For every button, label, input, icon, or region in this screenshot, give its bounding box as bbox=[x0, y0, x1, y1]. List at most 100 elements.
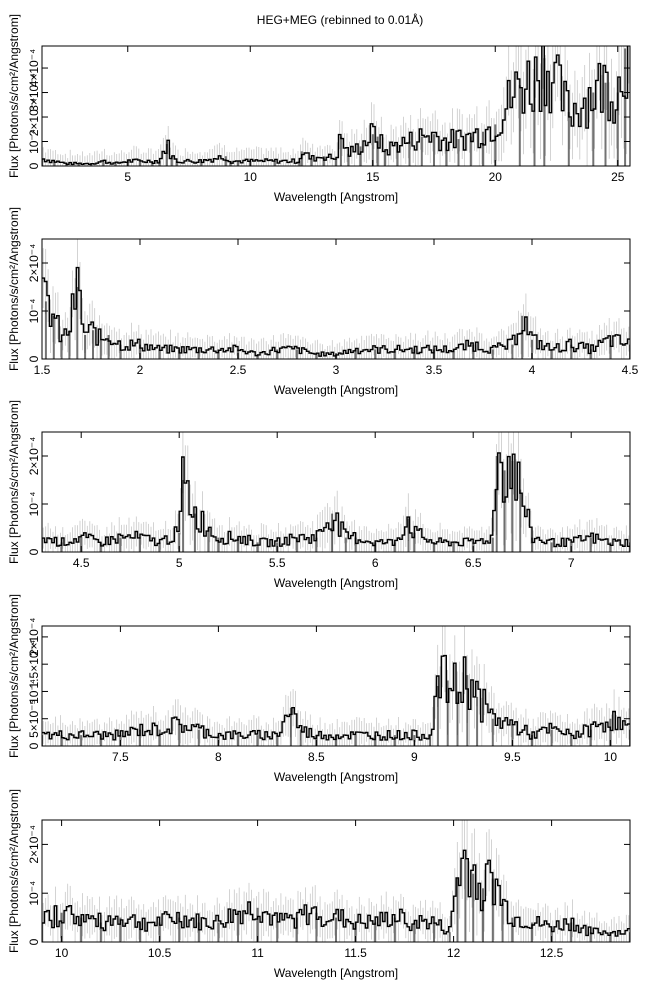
data-point bbox=[519, 489, 522, 552]
data-point bbox=[158, 161, 161, 166]
plot-area bbox=[42, 239, 630, 359]
data-point bbox=[511, 724, 514, 746]
data-point bbox=[466, 675, 469, 746]
flux-step-line bbox=[42, 266, 630, 357]
panels: 5 10 15 20 25010⁻⁴2×10⁻⁴3×10⁻⁴4×10⁻⁴Waveleng… bbox=[7, 14, 639, 980]
x-tick-label: 6 bbox=[372, 556, 379, 570]
y-tick-label: 0 bbox=[27, 162, 41, 169]
data-point bbox=[589, 932, 592, 942]
data-point bbox=[151, 161, 154, 166]
data-point bbox=[90, 163, 92, 166]
data-point bbox=[472, 344, 475, 359]
data-point bbox=[495, 456, 498, 552]
data-point bbox=[65, 163, 68, 166]
data-point bbox=[276, 922, 279, 942]
data-point bbox=[84, 335, 87, 359]
y-tick-label: 1.5×10⁻⁴ bbox=[27, 640, 41, 689]
data-point bbox=[433, 134, 435, 166]
data-point bbox=[237, 735, 239, 746]
data-point bbox=[354, 537, 357, 552]
data-point bbox=[407, 518, 410, 552]
y-tick-label: 3×10⁻⁴ bbox=[27, 73, 41, 112]
y-tick-label: 10⁻⁴ bbox=[27, 299, 41, 324]
data-point bbox=[139, 922, 141, 942]
data-point bbox=[322, 156, 325, 166]
data-point bbox=[589, 349, 592, 359]
data-point bbox=[433, 922, 435, 942]
data-point bbox=[99, 339, 102, 359]
data-point bbox=[315, 354, 318, 359]
data-point bbox=[371, 134, 374, 166]
data-point bbox=[295, 917, 298, 942]
data-point bbox=[413, 922, 416, 942]
data-point bbox=[393, 542, 396, 552]
y-axis-label: Flux [Photons/s/cm²/Angstrom] bbox=[7, 789, 21, 953]
data-point bbox=[114, 163, 117, 166]
data-point bbox=[408, 141, 411, 166]
data-point bbox=[511, 460, 514, 552]
data-point bbox=[589, 729, 592, 746]
data-point bbox=[339, 136, 342, 166]
data-point bbox=[482, 888, 484, 942]
x-tick-label: 5 bbox=[124, 170, 131, 184]
x-tick-label: 10 bbox=[604, 750, 618, 764]
data-point bbox=[354, 349, 357, 359]
data-point bbox=[393, 349, 396, 359]
data-point bbox=[374, 349, 377, 359]
data-point bbox=[531, 922, 533, 942]
data-point bbox=[445, 141, 448, 166]
data-point bbox=[165, 144, 168, 166]
data-point bbox=[511, 917, 514, 942]
x-tick-label: 6.5 bbox=[465, 556, 482, 570]
data-point bbox=[178, 724, 181, 746]
y-tick-label: 0 bbox=[27, 742, 41, 749]
x-axis-label: Wavelength [Angstrom] bbox=[274, 576, 398, 590]
axes-frame bbox=[41, 431, 631, 553]
y-axis-label: Flux [Photons/s/cm²/Angstrom] bbox=[7, 14, 21, 178]
data-point bbox=[464, 859, 467, 942]
data-point bbox=[376, 136, 379, 166]
y-axis-label: Flux [Photons/s/cm²/Angstrom] bbox=[7, 594, 21, 758]
data-point bbox=[347, 153, 350, 166]
y-tick-label: 10⁻⁴ bbox=[27, 492, 41, 517]
data-point bbox=[335, 917, 337, 942]
data-point bbox=[119, 917, 122, 942]
y-tick-label: 10⁻⁴ bbox=[27, 679, 41, 704]
data-point bbox=[511, 344, 514, 359]
data-point bbox=[237, 161, 239, 166]
x-tick-label: 7 bbox=[568, 556, 575, 570]
data-point bbox=[503, 470, 506, 552]
data-point bbox=[295, 537, 298, 552]
data-point bbox=[335, 158, 337, 166]
data-point bbox=[80, 917, 83, 942]
data-point bbox=[550, 542, 553, 552]
data-point bbox=[446, 680, 449, 746]
data-point bbox=[77, 163, 80, 166]
flux-step-line bbox=[42, 46, 629, 166]
data-point bbox=[609, 718, 612, 746]
x-tick-label: 9 bbox=[411, 750, 418, 764]
data-point bbox=[469, 136, 472, 166]
data-point bbox=[531, 537, 533, 552]
x-tick-label: 5 bbox=[176, 556, 183, 570]
data-point bbox=[429, 735, 432, 746]
data-point bbox=[92, 330, 94, 359]
axes-frame bbox=[41, 625, 631, 747]
data-point bbox=[276, 735, 279, 746]
data-point bbox=[80, 537, 83, 552]
data-point bbox=[616, 92, 619, 166]
panel-2: 1.5 2 2.5 3 3.5 4 4.5 0 10⁻⁴ 2×10⁻⁴ Wavelength [An… bbox=[7, 207, 639, 397]
data-point bbox=[359, 146, 362, 166]
y-tick-label: 2×10⁻⁴ bbox=[27, 618, 41, 657]
data-point bbox=[139, 161, 141, 166]
data-point bbox=[452, 349, 455, 359]
data-point bbox=[197, 349, 200, 359]
x-tick-label: 20 bbox=[489, 170, 503, 184]
data-point bbox=[68, 330, 71, 359]
data-point bbox=[207, 528, 210, 552]
panel-1: 5 10 15 20 25 0 10⁻⁴2×10⁻⁴3×10⁻⁴4×10⁻⁴ Waveleng… bbox=[7, 14, 631, 204]
panel-3: 4.5 5 5.5 6 6.5 7 0 10⁻⁴ 2×10⁻⁴ Wavelength [Angst… bbox=[7, 400, 631, 590]
data-point bbox=[550, 729, 553, 746]
data-point bbox=[99, 922, 102, 942]
data-point bbox=[295, 349, 298, 359]
